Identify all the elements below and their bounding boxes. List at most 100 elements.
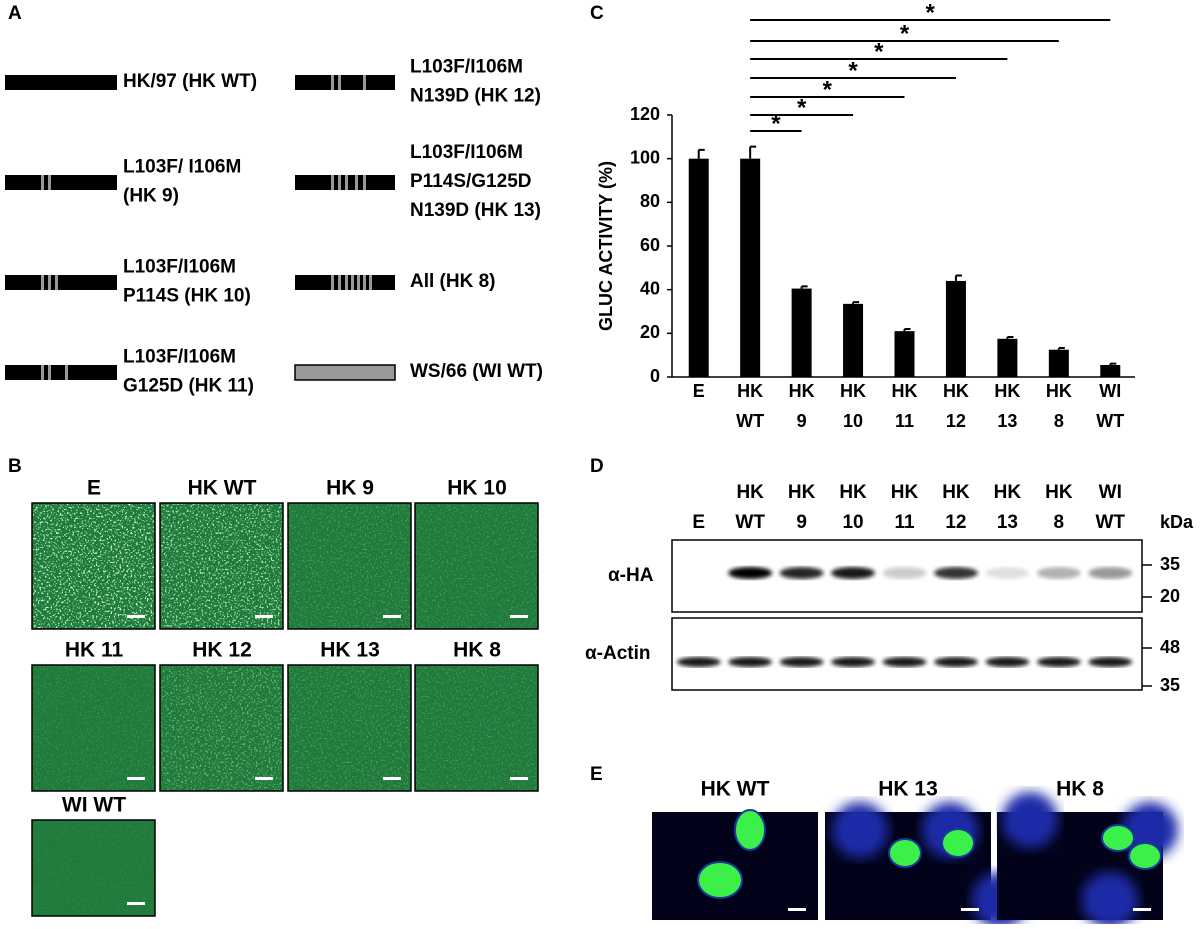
scale-bar [1133,908,1151,911]
blot-label: α-HA [608,565,654,586]
construct-label: L103F/I106M [123,257,236,278]
bar [688,158,709,377]
x-tick-label: HK 9 [789,381,815,431]
significance-star: * [900,20,910,47]
bar [1100,364,1121,377]
y-tick-label: 0 [650,366,660,386]
micrograph-cells [33,666,154,790]
construct-label: P114S (HK 10) [123,286,251,307]
image-title: HK 8 [1056,778,1104,801]
mutation-stripe [65,365,68,380]
panel-label: A [8,3,22,24]
construct-bar [5,75,117,90]
band [933,567,978,579]
mutation-stripe [355,175,358,190]
error-bar [852,301,860,304]
construct-label: HK/97 (HK WT) [123,71,257,92]
mutation-stripe [331,275,334,290]
x-tick-label: HK 8 [1046,381,1072,431]
construct-bar [5,365,117,380]
micrograph-cells [161,666,282,790]
band [831,657,876,667]
mutation-stripe [41,275,44,290]
band [1088,657,1133,667]
significance-star: * [823,76,833,103]
lane-label: WI WT [1096,482,1126,533]
band [985,567,1030,579]
bar [997,338,1018,377]
image-title: HK 13 [878,778,938,801]
lane-label: HK WT [735,482,765,533]
image-title: E [87,477,101,500]
image-title: HK 8 [453,639,501,662]
band [882,657,927,667]
stained-cell [1101,824,1135,852]
micrograph-cells [33,504,154,628]
mutation-stripe [357,275,360,290]
scale-bar [127,777,145,780]
mutation-stripe [345,275,348,290]
scale-bar [961,908,979,911]
band [933,657,978,667]
band [779,567,824,579]
mutation-stripe [48,365,51,380]
stained-cell [1128,842,1162,870]
lane-label: HK 8 [1045,482,1073,533]
mutation-stripe [41,365,44,380]
mutation-stripe [338,175,341,190]
micrograph-cells [289,504,410,628]
stained-cell [888,838,922,868]
micrograph-cells [161,504,282,628]
scale-bar [383,615,401,618]
y-tick-label: 80 [640,191,660,211]
mutation-stripe [351,275,354,290]
panel-label: C [590,3,604,24]
band [1088,567,1133,579]
lane-label: HK 10 [839,482,867,533]
micrograph-cells [33,821,154,915]
band [728,567,773,579]
significance-star: * [771,110,781,137]
band [676,657,721,667]
micrograph-cells [289,666,410,790]
mutation-stripe [363,275,366,290]
x-tick-label: HK 10 [840,381,866,431]
mutation-stripe [48,175,51,190]
bar [791,288,812,377]
error-bar [1057,346,1065,350]
nucleus [832,802,888,858]
blot-label: α-Actin [585,643,651,664]
bar [740,158,761,377]
y-tick-label: 40 [640,278,660,298]
image-title: HK 13 [320,639,380,662]
image-title: HK 9 [326,477,374,500]
image-title: HK 10 [447,477,507,500]
x-tick-label: HK 13 [994,381,1020,431]
x-tick-label: E [693,381,705,401]
marker-label: 20 [1160,586,1180,606]
construct-label: L103F/I106M [410,142,523,163]
error-bar [1109,362,1117,365]
mutation-stripe [48,275,51,290]
nucleus [1002,792,1058,848]
mutation-stripe [41,175,44,190]
nucleus [1082,872,1138,928]
mutation-stripe [363,175,366,190]
band [985,657,1030,667]
blot [671,617,1143,691]
stained-cell [734,809,766,851]
panel-label: B [8,456,22,477]
panel-label: D [590,456,604,477]
construct-label: N139D (HK 12) [410,86,541,107]
significance-star: * [848,57,858,84]
marker-label: 35 [1160,675,1180,695]
mutation-stripe [331,75,334,90]
mutation-stripe [369,275,372,290]
micrograph-cells [416,666,537,790]
mutation-stripe [345,175,348,190]
band [1036,657,1081,667]
image-title: HK 11 [65,639,124,662]
x-tick-label: WI WT [1096,381,1124,431]
construct-label: All (HK 8) [410,271,496,292]
